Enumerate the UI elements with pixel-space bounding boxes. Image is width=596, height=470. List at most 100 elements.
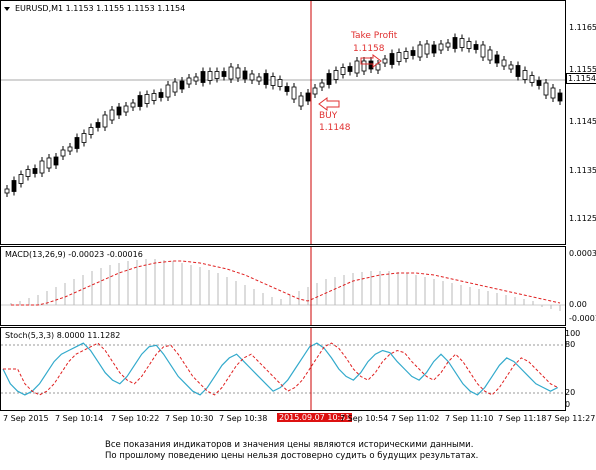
candle-body [291,86,297,100]
candle-body [81,133,87,143]
candle-body [277,79,283,87]
time-label-8: 7 Sep 11:10 [445,414,494,423]
candle-body [389,53,395,65]
candle-body [557,92,563,102]
candle-body [39,160,45,174]
buy-arrow-icon [318,97,340,111]
candle-body [501,59,507,67]
take-profit-arrow-icon [360,54,382,68]
candle-body [543,82,549,96]
price-tick-1: 1.1165 [569,23,596,32]
candle-body [130,102,136,108]
candle-body [319,82,325,88]
candle-body [123,105,129,113]
candle-body [179,80,185,90]
candle-body [515,65,521,77]
candle-body [144,94,150,104]
candle-body [200,71,206,83]
candle-body [256,76,262,82]
candle-body [172,81,178,93]
candle-body [4,188,10,194]
candle-body [284,86,290,92]
stochastic-panel[interactable]: Stoch(5,3,3) 8.0000 11.1282 [0,327,566,411]
candle-body [67,146,73,152]
candle-body [466,41,472,49]
candle-body [214,71,220,79]
price-tick-3: 1.1145 [569,117,596,126]
candle-body [263,73,269,85]
take-profit-value: 1.1158 [353,44,385,54]
candle-body [270,76,276,86]
chart-menu-triangle-icon[interactable] [4,7,10,11]
candle-body [221,71,227,77]
candle-body [487,49,493,61]
candle-body [46,157,52,169]
candle-body [207,71,213,81]
candle-body [228,66,234,80]
candle-body [305,92,311,102]
candle-body [32,168,38,174]
candle-body [60,149,66,157]
candle-body [18,174,24,184]
candle-body [494,54,500,64]
candle-body [445,42,451,48]
disclaimer-line-1: Все показания индикаторов и значения цен… [105,440,474,450]
candle-body [95,122,101,128]
candle-body [116,106,122,116]
time-label-5: 7 Sep 10:38 [219,414,268,423]
stoch-tick-80: 80 [565,340,576,349]
candle-body [137,95,143,107]
macd-svg [1,247,565,325]
candle-body [312,87,318,95]
candle-body [424,43,430,55]
candle-body [25,169,31,177]
buy-label: BUY [319,111,338,121]
candle-body [452,37,458,49]
candle-body [158,92,164,98]
candle-body [354,60,360,74]
candle-body [242,70,248,80]
price-tick-5: 1.1125 [569,214,596,223]
candle-body [522,70,528,80]
candle-body [165,84,171,98]
candle-body [480,44,486,58]
stoch-svg [1,328,565,410]
candle-body [109,109,115,121]
time-label-9: 7 Sep 11:18 [498,414,547,423]
candlesticks [4,33,563,197]
candle-body [102,114,108,128]
candle-body [375,63,381,71]
time-label-2: 7 Sep 10:14 [55,414,104,423]
candle-body [403,51,409,59]
candle-body [333,70,339,80]
buy-value: 1.1148 [319,123,351,133]
time-label-3: 7 Sep 10:22 [111,414,160,423]
macd-tick-1: 0.00032 [569,249,596,258]
candle-body [417,44,423,58]
macd-tick-2: 0.00 [569,300,587,309]
candle-body [550,87,556,99]
disclaimer-line-2: По прошлому поведению цены нельзя достов… [105,451,479,461]
candle-body [11,180,17,192]
time-label-10: 7 Sep 11:27 [547,414,596,423]
time-label-7: 7 Sep 11:02 [391,414,440,423]
candle-body [431,44,437,54]
candle-body [88,127,94,135]
macd-panel[interactable]: MACD(13,26,9) -0.00023 -0.00016 [0,246,566,326]
candle-body [326,73,332,85]
price-chart-svg [1,1,565,244]
stoch-header: Stoch(5,3,3) 8.0000 11.1282 [5,331,121,340]
candle-body [249,73,255,81]
candle-body [529,75,535,83]
candle-body [473,44,479,50]
price-chart-panel[interactable]: EURUSD,M1 1.1153 1.1155 1.1153 1.1154 Ta… [0,0,566,245]
candle-body [347,66,353,72]
stoch-tick-20: 20 [565,388,576,397]
time-label-4: 7 Sep 10:30 [165,414,214,423]
candle-body [151,93,157,101]
candle-body [368,60,374,70]
candle-body [382,58,388,64]
candle-body [459,38,465,48]
stoch-main-line [2,342,559,396]
